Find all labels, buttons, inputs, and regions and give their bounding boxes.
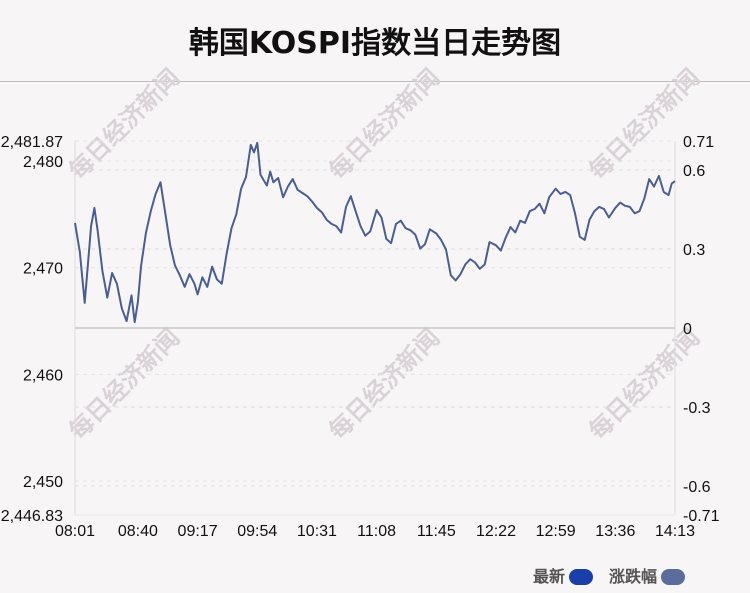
y-right-tick-label: 0 [683, 321, 692, 338]
title-divider [0, 81, 750, 82]
y-right-tick-label: -0.6 [683, 479, 711, 496]
y-right-tick-label: -0.71 [683, 508, 720, 525]
legend-item-change[interactable]: 涨跌幅 [609, 563, 686, 587]
watermark-4: 每日经济新闻 [324, 324, 446, 446]
y-right-tick-label: -0.3 [683, 400, 711, 417]
x-tick-label: 12:22 [476, 523, 516, 540]
axis-layer: 2,481.87 2,480 2,470 2,460 2,450 2,446.83 0.71… [1, 134, 720, 540]
legend-label-change: 涨跌幅 [609, 567, 658, 586]
x-tick-label: 10:31 [297, 523, 337, 540]
y-left-tick-label: 2,446.83 [1, 508, 63, 525]
x-tick-label: 12:59 [536, 523, 576, 540]
watermark-5: 每日经济新闻 [584, 324, 706, 446]
y-left-tick-label: 2,450 [23, 474, 63, 491]
legend-label-latest: 最新 [533, 567, 566, 586]
x-tick-label: 13:36 [595, 523, 635, 540]
x-tick-label: 08:01 [55, 523, 95, 540]
x-tick-label: 09:17 [178, 523, 218, 540]
series-layer [74, 141, 676, 324]
x-tick-label: 11:08 [357, 523, 396, 540]
watermark-1: 每日经济新闻 [324, 64, 446, 186]
y-right-tick-label: 0.3 [683, 242, 705, 259]
chart-title: 韩国KOSPI指数当日走势图 [188, 26, 562, 61]
y-right-tick-label: 0.71 [683, 134, 714, 151]
y-left-tick-label: 2,480 [23, 154, 63, 171]
watermark-0: 每日经济新闻 [64, 64, 186, 186]
legend-item-latest[interactable]: 最新 [533, 563, 594, 587]
y-left-tick-label: 2,481.87 [1, 134, 63, 151]
x-tick-label: 08:40 [118, 523, 158, 540]
y-right-tick-label: 0.6 [683, 163, 705, 180]
y-left-tick-label: 2,470 [23, 261, 63, 278]
legend-swatch-latest [569, 569, 594, 585]
x-tick-label: 14:13 [655, 523, 695, 540]
y-left-tick-label: 2,460 [23, 367, 63, 384]
x-tick-label: 11:45 [417, 523, 456, 540]
legend-swatch-change [661, 569, 686, 585]
x-tick-label: 09:54 [237, 523, 277, 540]
series-line-0 [74, 141, 676, 324]
watermark-3: 每日经济新闻 [64, 324, 186, 446]
